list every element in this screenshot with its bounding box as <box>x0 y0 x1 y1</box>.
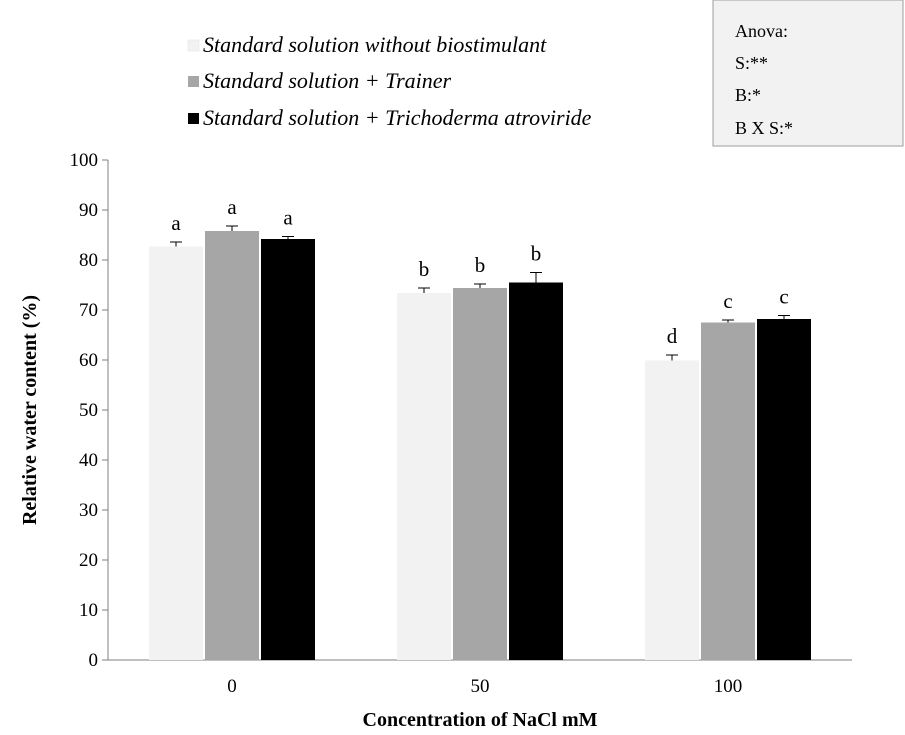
bar-series-1-cat-1 <box>453 288 507 660</box>
x-axis-title: Concentration of NaCl mM <box>363 709 598 731</box>
legend: Standard solution without biostimulant S… <box>187 32 592 130</box>
anova-line-s: S:** <box>735 53 768 73</box>
x-ticks: 0 50 100 <box>227 676 742 697</box>
anova-line-bxs: B X S:* <box>735 118 793 138</box>
significance-letter: d <box>667 324 678 348</box>
significance-letter: a <box>227 195 237 219</box>
x-tick-label: 50 <box>471 676 490 697</box>
significance-letter: c <box>723 289 732 313</box>
bar-series-2-cat-0 <box>261 239 315 660</box>
significance-letter: a <box>283 206 293 230</box>
legend-label-1: Standard solution + Trainer <box>203 68 452 93</box>
x-tick-label: 0 <box>227 676 237 697</box>
y-tick-label: 60 <box>79 350 98 371</box>
y-tick-label: 50 <box>79 400 98 421</box>
bar-series-2-cat-1 <box>509 282 563 660</box>
bars: a a a b b b d c c <box>149 195 811 660</box>
legend-swatch-2 <box>188 113 199 124</box>
y-tick-label: 80 <box>79 250 98 271</box>
legend-label-0: Standard solution without biostimulant <box>203 32 547 57</box>
y-tick-label: 20 <box>79 550 98 571</box>
y-axis-title: Relative water content (%) <box>19 295 41 525</box>
y-tick-label: 0 <box>89 650 99 671</box>
significance-letter: c <box>779 285 788 309</box>
anova-title: Anova: <box>735 21 788 41</box>
y-tick-label: 10 <box>79 600 98 621</box>
y-tick-label: 70 <box>79 300 98 321</box>
y-tick-label: 100 <box>70 150 99 171</box>
anova-line-b: B:* <box>735 85 761 105</box>
y-tick-label: 30 <box>79 500 98 521</box>
anova-box: Anova: S:** B:* B X S:* <box>712 0 904 147</box>
bar-series-0-cat-2 <box>645 360 699 660</box>
significance-letter: a <box>171 211 181 235</box>
bar-series-0-cat-0 <box>149 246 203 660</box>
y-tick-label: 90 <box>79 200 98 221</box>
significance-letter: b <box>475 253 486 277</box>
significance-letter: b <box>419 257 430 281</box>
legend-swatch-1 <box>188 76 199 87</box>
significance-letter: b <box>531 242 542 266</box>
anova-box-frame <box>712 0 904 147</box>
legend-swatch-0 <box>187 39 200 52</box>
y-ticks: 0 10 20 30 40 50 60 70 80 90 100 <box>70 150 108 671</box>
bar-series-2-cat-2 <box>757 319 811 660</box>
bar-series-0-cat-1 <box>397 293 451 660</box>
x-tick-label: 100 <box>714 676 743 697</box>
bar-series-1-cat-2 <box>701 322 755 660</box>
legend-label-2: Standard solution + Trichoderma atroviri… <box>203 105 592 130</box>
bar-series-1-cat-0 <box>205 231 259 660</box>
y-tick-label: 40 <box>79 450 98 471</box>
